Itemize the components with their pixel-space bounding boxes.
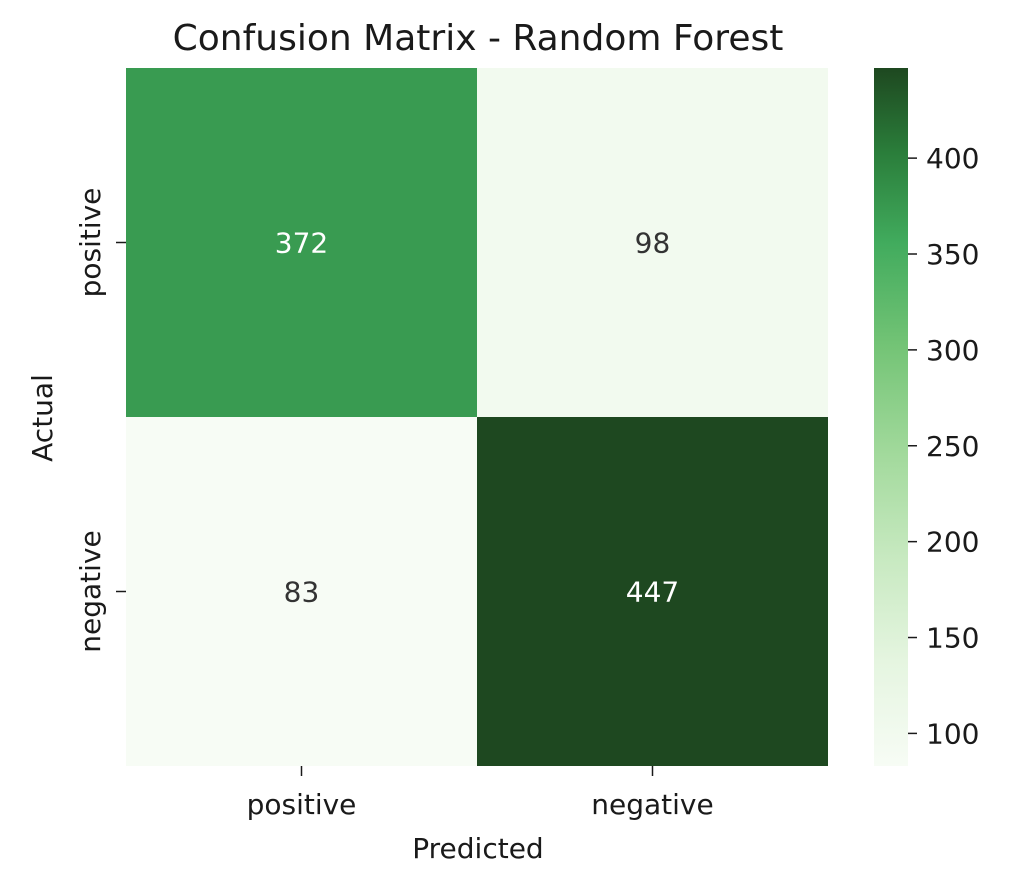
cell-value-label: 98 [635,227,671,260]
colorbar-tick-label: 150 [926,622,979,655]
colorbar-tick-label: 300 [926,334,979,367]
heatmap-cell [477,417,828,766]
heatmap-cell [126,417,477,766]
heatmap-cell-labels: 372 98 83 447 [275,227,679,609]
y-axis-label: Actual [26,374,59,462]
x-tick-label: negative [591,788,713,821]
y-tick-label: negative [74,530,107,652]
x-axis-ticks: positive negative [247,766,714,821]
colorbar-tick-label: 250 [926,430,979,463]
colorbar-tick-label: 350 [926,238,979,271]
colorbar-tick-label: 200 [926,526,979,559]
x-axis-label: Predicted [412,832,543,865]
colorbar [874,68,908,766]
heatmap-cell [477,68,828,417]
heatmap-cell [126,68,477,417]
y-tick-label: positive [74,188,107,298]
y-axis-ticks: positive negative [74,188,126,653]
colorbar-tick-label: 400 [926,142,979,175]
chart-title: Confusion Matrix - Random Forest [173,18,784,59]
colorbar-ticks: 100 150 200 250 300 350 400 [908,142,979,750]
cell-value-label: 447 [626,576,679,609]
cell-value-label: 83 [284,576,320,609]
x-tick-label: positive [247,788,357,821]
cell-value-label: 372 [275,227,328,260]
heatmap-cells [126,68,828,766]
colorbar-tick-label: 100 [926,717,979,750]
